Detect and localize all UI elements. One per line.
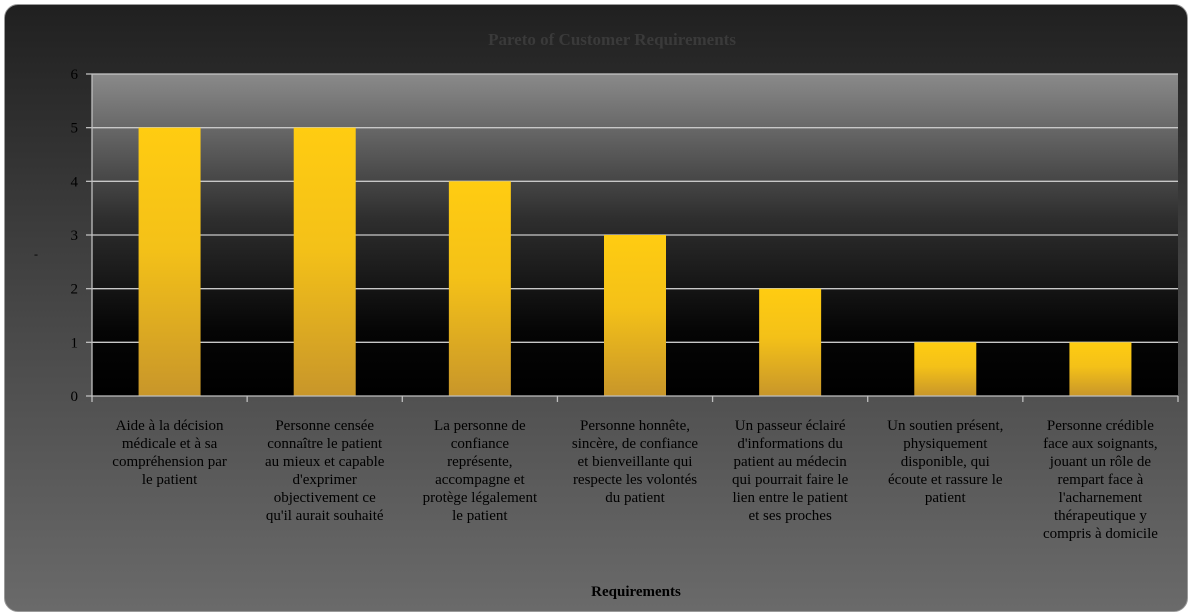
x-category-label: Un soutien présent, physiquement disponibl… <box>887 418 1003 506</box>
y-tick-labels: 0 1 2 3 4 5 6 <box>71 67 79 405</box>
y-tick-label: 5 <box>71 121 79 137</box>
y-tick-label: 0 <box>71 389 79 405</box>
y-tick-label: 3 <box>71 228 79 244</box>
bar <box>914 342 977 396</box>
y-tick-label: 2 <box>71 282 79 298</box>
y-axis-title: - <box>34 247 38 261</box>
x-category-labels: Aide à la décision médicale et à sa compré… <box>112 418 1158 542</box>
bar <box>138 127 201 397</box>
x-category-label: Aide à la décision médicale et à sa compré… <box>112 418 227 488</box>
bar <box>1069 342 1132 396</box>
axes <box>86 73 1179 402</box>
x-category-label: La personne de confiance représente, accomp… <box>423 418 538 524</box>
x-category-label: Personne honnête, sincère, de confiance et… <box>572 418 699 506</box>
y-tick-label: 6 <box>71 67 79 83</box>
y-tick-label: 4 <box>71 174 79 190</box>
bar <box>759 288 822 396</box>
y-tick-label: 1 <box>71 335 79 351</box>
bar <box>448 181 511 396</box>
x-category-label: Un passeur éclairé d'informations du patie… <box>732 418 849 524</box>
x-axis-title: Requirements <box>591 584 681 600</box>
bars <box>138 127 1132 397</box>
bar <box>293 127 356 397</box>
x-category-label: Personne crédible face aux soignants, joua… <box>1043 418 1158 542</box>
bar <box>604 235 666 396</box>
x-category-label: Personne censée connaître le patient au mi… <box>265 418 385 524</box>
chart-title: Pareto of Customer Requirements <box>488 30 736 49</box>
